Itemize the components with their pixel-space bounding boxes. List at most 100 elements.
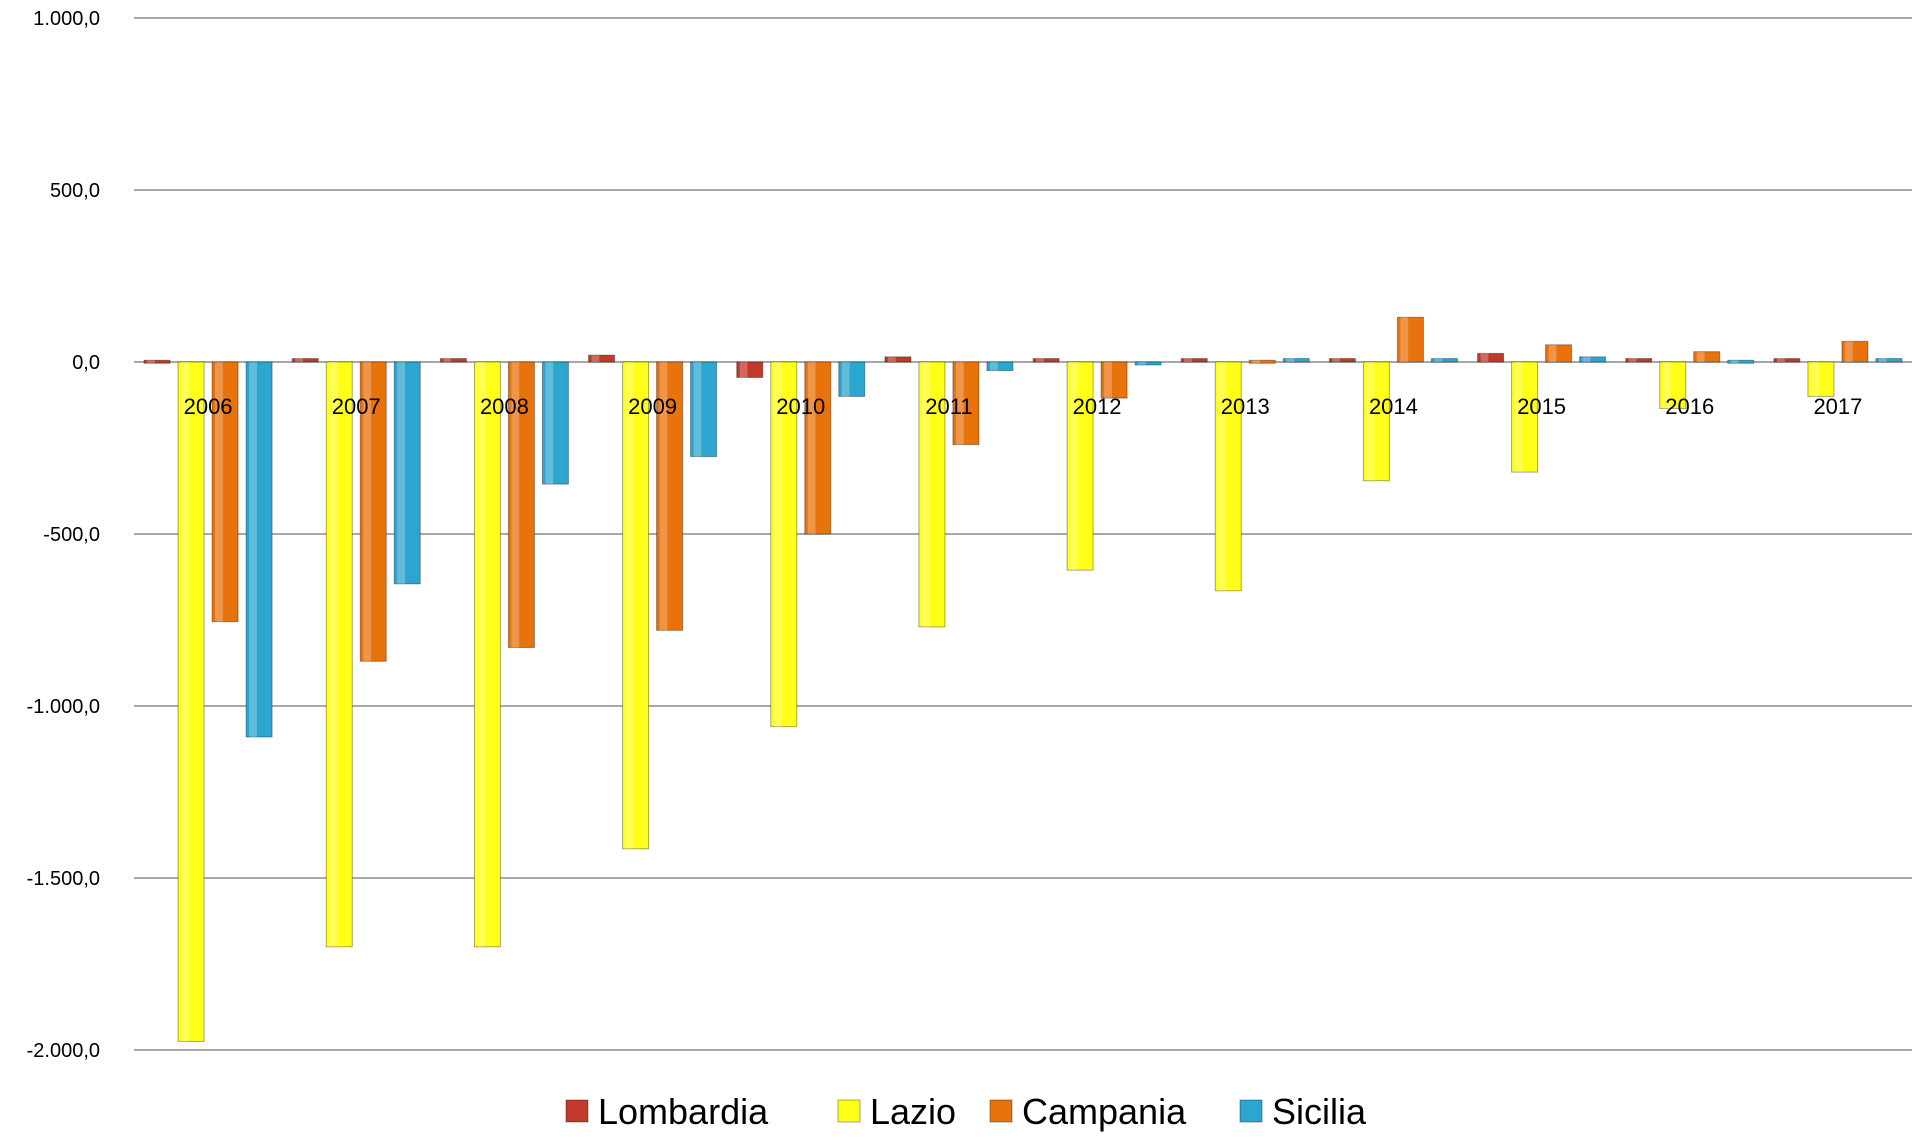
bar-lombardia-2006: [143, 359, 171, 364]
bar-sicilia-2010: [838, 361, 866, 397]
bar-highlight: [1286, 358, 1295, 362]
bar-lombardia-2011: [884, 356, 912, 363]
bar-highlight: [887, 356, 896, 362]
bar-highlight: [1070, 362, 1078, 571]
bar-highlight: [739, 362, 748, 378]
bar-highlight: [215, 362, 223, 622]
bar-highlight: [1548, 344, 1557, 362]
x-category-label: 2014: [1369, 394, 1418, 419]
bar-highlight: [1138, 362, 1146, 365]
bar-highlight: [147, 360, 155, 364]
x-axis-category-labels: 2006 2007 2008 2009 2010 2011 2012 2013 2014 2015…: [184, 394, 1863, 419]
bar-lazio-2007: [325, 361, 353, 948]
legend-item-sicilia: Sicilia: [1239, 1091, 1367, 1132]
bar-lazio-2013: [1214, 361, 1242, 592]
bar-highlight: [511, 362, 520, 648]
legend-label: Sicilia: [1272, 1091, 1367, 1132]
bar-highlight: [363, 362, 372, 662]
bar-highlight: [1332, 358, 1341, 362]
bar-campania-2007: [359, 361, 387, 662]
bar-campania-2009: [656, 361, 684, 631]
x-category-label: 2011: [925, 394, 972, 419]
x-category-label: 2007: [332, 394, 381, 419]
bar-lombardia-2010: [736, 361, 764, 378]
x-category-label: 2008: [480, 394, 529, 419]
bar-highlight: [1184, 358, 1193, 362]
bar-campania-2011: [952, 361, 980, 446]
bar-sicilia-2007: [393, 361, 421, 585]
bar-highlight: [1366, 362, 1375, 481]
bar-lazio-2008: [473, 361, 501, 948]
bar-highlight: [921, 362, 930, 627]
bar-highlight: [989, 362, 998, 371]
bars: [143, 316, 1903, 1042]
legend-label: Campania: [1022, 1091, 1187, 1132]
bar-lazio-2015: [1511, 361, 1539, 473]
bar-campania-2013: [1248, 359, 1276, 364]
legend-swatch: [1239, 1099, 1263, 1123]
bar-highlight: [443, 358, 452, 362]
y-tick-label: 500,0: [50, 180, 100, 202]
bar-lombardia-2008: [439, 358, 467, 363]
bar-lombardia-2016: [1625, 358, 1653, 363]
bar-highlight: [1434, 358, 1443, 362]
bar-highlight: [625, 362, 634, 849]
bar-sicilia-2008: [541, 361, 569, 485]
x-category-label: 2016: [1665, 394, 1714, 419]
bar-highlight: [1844, 341, 1853, 362]
y-tick-label: 0,0: [72, 352, 100, 374]
x-category-label: 2013: [1221, 394, 1270, 419]
x-category-label: 2017: [1813, 394, 1862, 419]
legend-swatch: [565, 1099, 589, 1123]
bar-highlight: [1776, 358, 1785, 362]
bar-sicilia-2015: [1579, 356, 1607, 363]
bar-highlight: [591, 355, 600, 362]
bar-lazio-2017: [1807, 361, 1835, 397]
x-category-label: 2012: [1073, 394, 1122, 419]
bar-highlight: [1730, 360, 1739, 364]
bar-highlight: [1696, 351, 1705, 362]
y-tick-label: -1.000,0: [27, 696, 100, 718]
bar-highlight: [1218, 362, 1227, 591]
bar-highlight: [1480, 353, 1489, 362]
bar-lazio-2011: [918, 361, 946, 628]
bar-highlight: [545, 362, 554, 485]
bar-highlight: [397, 362, 406, 584]
bar-campania-2015: [1545, 344, 1573, 363]
x-category-label: 2015: [1517, 394, 1566, 419]
bar-sicilia-2013: [1282, 358, 1310, 363]
y-tick-label: -1.500,0: [27, 868, 100, 890]
legend: Lombardia Lazio Campania Sicilia: [565, 1091, 1367, 1132]
legend-item-lazio: Lazio: [837, 1091, 956, 1132]
bar-lazio-2014: [1362, 361, 1390, 482]
bar-sicilia-2012: [1134, 361, 1162, 366]
bar-highlight: [249, 362, 257, 737]
bar-highlight: [807, 362, 816, 534]
bar-sicilia-2017: [1875, 358, 1903, 363]
bar-highlight: [773, 362, 782, 727]
bar-lombardia-2009: [588, 354, 616, 363]
bar-highlight: [1878, 358, 1887, 362]
bar-lazio-2010: [770, 361, 798, 728]
bar-sicilia-2016: [1727, 359, 1755, 364]
bar-lombardia-2013: [1180, 358, 1208, 363]
bar-campania-2012: [1100, 361, 1128, 399]
bar-lombardia-2007: [291, 358, 319, 363]
bar-lazio-2009: [622, 361, 650, 850]
bar-sicilia-2006: [245, 361, 273, 738]
bar-campania-2008: [507, 361, 535, 649]
bar-highlight: [1252, 360, 1261, 364]
legend-label: Lombardia: [598, 1091, 769, 1132]
bar-highlight: [295, 358, 304, 362]
bar-sicilia-2014: [1430, 358, 1458, 363]
bar-lombardia-2012: [1032, 358, 1060, 363]
bar-highlight: [181, 362, 189, 1042]
y-tick-label: 1.000,0: [33, 8, 100, 30]
legend-item-campania: Campania: [989, 1091, 1187, 1132]
bar-lazio-2016: [1659, 361, 1687, 409]
bar-highlight: [1104, 362, 1112, 399]
bar-lombardia-2015: [1477, 352, 1505, 363]
bar-highlight: [477, 362, 486, 947]
bar-campania-2017: [1841, 340, 1869, 363]
